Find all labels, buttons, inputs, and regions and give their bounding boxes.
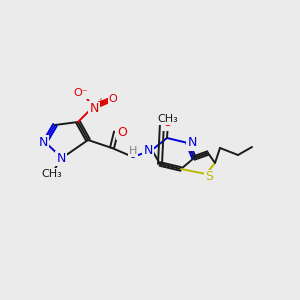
Text: CH₃: CH₃ — [42, 169, 62, 179]
Text: H: H — [129, 146, 137, 156]
Text: O: O — [117, 125, 127, 139]
Text: S: S — [205, 170, 213, 184]
Text: O⁻: O⁻ — [74, 88, 88, 98]
Text: N: N — [143, 143, 153, 157]
Text: CH₃: CH₃ — [158, 114, 178, 124]
Text: O: O — [109, 94, 117, 104]
Text: N: N — [38, 136, 48, 148]
Text: O: O — [162, 116, 172, 130]
Text: N: N — [56, 152, 66, 164]
Text: +: + — [96, 97, 104, 107]
Text: N: N — [187, 136, 197, 149]
Text: N: N — [89, 101, 99, 115]
